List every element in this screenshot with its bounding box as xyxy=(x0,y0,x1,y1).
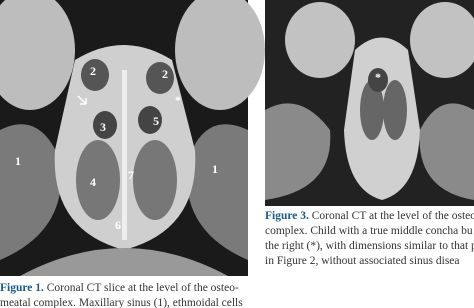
caption-text: Coronal CT at the level of the osteo xyxy=(312,210,474,222)
caption-label: Figure 3. xyxy=(265,210,309,222)
caption-line: Figure 3. Coronal CT at the level of the… xyxy=(265,210,474,222)
image-label: 2 xyxy=(90,64,96,78)
image-label: 4 xyxy=(90,175,96,189)
caption-text: complex. Child with a true middle concha… xyxy=(265,225,473,237)
caption-line: meatal complex. Maxillary sinus (1), eth… xyxy=(0,297,243,308)
caption-text: Coronal CT slice at the level of the ost… xyxy=(47,282,239,294)
image-label: 1 xyxy=(15,154,21,168)
image-label: 5 xyxy=(153,114,159,128)
caption-text: in Figure 2, without associated sinus di… xyxy=(265,255,460,267)
caption-line: complex. Child with a true middle concha… xyxy=(265,225,473,237)
image-label: * xyxy=(375,70,381,84)
caption-line: in Figure 2, without associated sinus di… xyxy=(265,255,460,267)
captions: Figure 1. Coronal CT slice at the level … xyxy=(0,210,474,308)
image-label: * xyxy=(175,93,181,107)
caption-label: Figure 1. xyxy=(0,282,44,294)
image-label: 1 xyxy=(212,162,218,176)
caption-line: Figure 1. Coronal CT slice at the level … xyxy=(0,282,239,294)
caption-text: meatal complex. Maxillary sinus (1), eth… xyxy=(0,297,243,308)
ct-image-1 xyxy=(0,0,265,276)
caption-text: the right (*), with dimensions similar t… xyxy=(265,240,474,252)
image-label: 7 xyxy=(128,168,134,182)
image-labels: 2 2 * 3 5 1 1 7 4 6 * xyxy=(15,64,381,232)
image-label: 3 xyxy=(100,120,106,134)
ct-image-3 xyxy=(265,0,474,206)
image-label: 2 xyxy=(162,67,168,81)
caption-line: the right (*), with dimensions similar t… xyxy=(265,240,474,252)
image-label: 6 xyxy=(115,218,121,232)
